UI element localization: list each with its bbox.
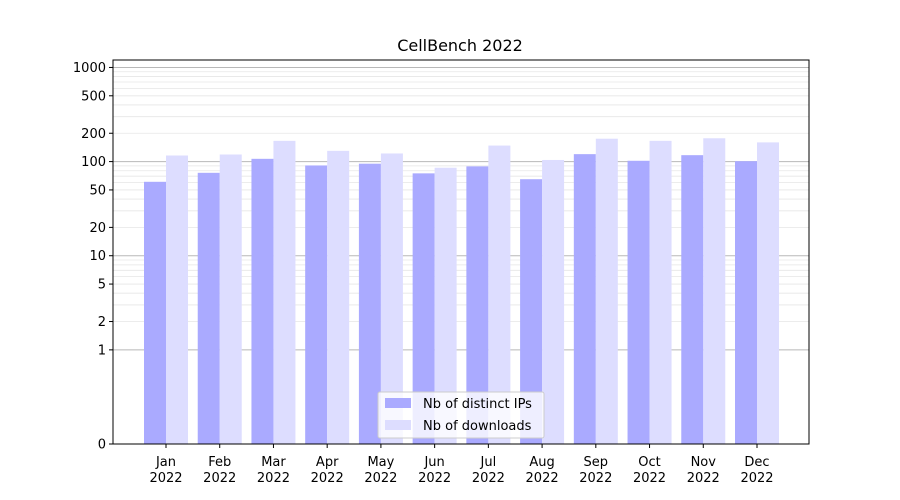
x-tick-label-month: Dec (744, 455, 769, 470)
y-tick-label: 500 (81, 89, 106, 104)
y-tick-label: 1 (98, 343, 106, 358)
x-tick-label-year: 2022 (257, 471, 290, 486)
y-tick-label: 1000 (73, 61, 106, 76)
y-tick-label: 100 (81, 155, 106, 170)
y-axis: 0 1 2 5 10 20 50 100 200 500 1000 (73, 61, 113, 453)
bar-distinct-ips (144, 181, 166, 444)
bar-downloads (219, 154, 242, 445)
bar-distinct-ips (197, 172, 220, 444)
bar-downloads (327, 150, 350, 445)
bar-downloads (757, 142, 779, 444)
x-tick-label-month: Oct (638, 455, 660, 470)
bar-downloads (488, 145, 511, 444)
x-tick-label-year: 2022 (311, 471, 344, 486)
bar-distinct-ips (358, 163, 381, 444)
bar-downloads (166, 155, 188, 445)
y-tick-label: 50 (89, 183, 106, 198)
bars-layer (144, 138, 779, 445)
x-tick-label-month: Apr (316, 455, 339, 470)
bar-distinct-ips (412, 173, 435, 444)
x-tick-label-year: 2022 (418, 471, 451, 486)
bar-downloads (434, 167, 457, 444)
x-tick-label-year: 2022 (579, 471, 612, 486)
x-tick-label-month: Nov (691, 455, 717, 470)
y-tick-label: 0 (98, 438, 106, 453)
x-tick-label-year: 2022 (203, 471, 236, 486)
bar-distinct-ips (627, 160, 650, 444)
bar-downloads (542, 159, 565, 444)
x-tick-label-year: 2022 (740, 471, 773, 486)
legend-box (377, 391, 545, 439)
legend-swatch-distinct-ips (385, 398, 411, 408)
x-tick-label-month: Mar (261, 455, 286, 470)
x-tick-label-month: Feb (208, 455, 231, 470)
x-tick-label-year: 2022 (149, 471, 182, 486)
plot-frame (112, 59, 810, 445)
x-tick-label-year: 2022 (526, 471, 559, 486)
legend-label-distinct-ips: Nb of distinct IPs (423, 397, 532, 412)
x-tick-label-month: May (367, 455, 394, 470)
bar-downloads (380, 153, 403, 445)
bar-distinct-ips (466, 166, 489, 445)
bar-distinct-ips (735, 161, 757, 444)
legend: Nb of distinct IPs Nb of downloads (377, 391, 545, 439)
x-tick-label-month: Jun (423, 455, 444, 470)
bar-downloads (703, 138, 726, 444)
chart-title: CellBench 2022 (397, 36, 523, 55)
y-tick-label: 5 (98, 278, 106, 293)
bar-distinct-ips (251, 158, 274, 445)
bar-downloads (649, 140, 672, 444)
bar-downloads (273, 140, 296, 444)
y-tick-label: 20 (89, 221, 106, 236)
legend-label-downloads: Nb of downloads (423, 419, 532, 434)
bar-downloads (595, 138, 618, 445)
x-axis: Jan2022Feb2022Mar2022Apr2022May2022Jun20… (149, 444, 774, 486)
bar-distinct-ips (305, 165, 328, 444)
x-tick-label-month: Jul (480, 455, 497, 470)
y-tick-label: 200 (81, 127, 106, 142)
x-tick-label-year: 2022 (633, 471, 666, 486)
x-tick-label-year: 2022 (472, 471, 505, 486)
x-tick-label-year: 2022 (687, 471, 720, 486)
bar-distinct-ips (681, 155, 704, 444)
legend-swatch-downloads (385, 420, 411, 430)
y-tick-label: 10 (89, 249, 106, 264)
x-tick-label-month: Jan (155, 455, 176, 470)
bar-distinct-ips (573, 154, 596, 444)
y-tick-label: 2 (98, 315, 106, 330)
x-tick-label-year: 2022 (364, 471, 397, 486)
x-tick-label-month: Aug (529, 455, 554, 470)
bar-distinct-ips (520, 179, 543, 444)
x-tick-label-month: Sep (584, 455, 609, 470)
